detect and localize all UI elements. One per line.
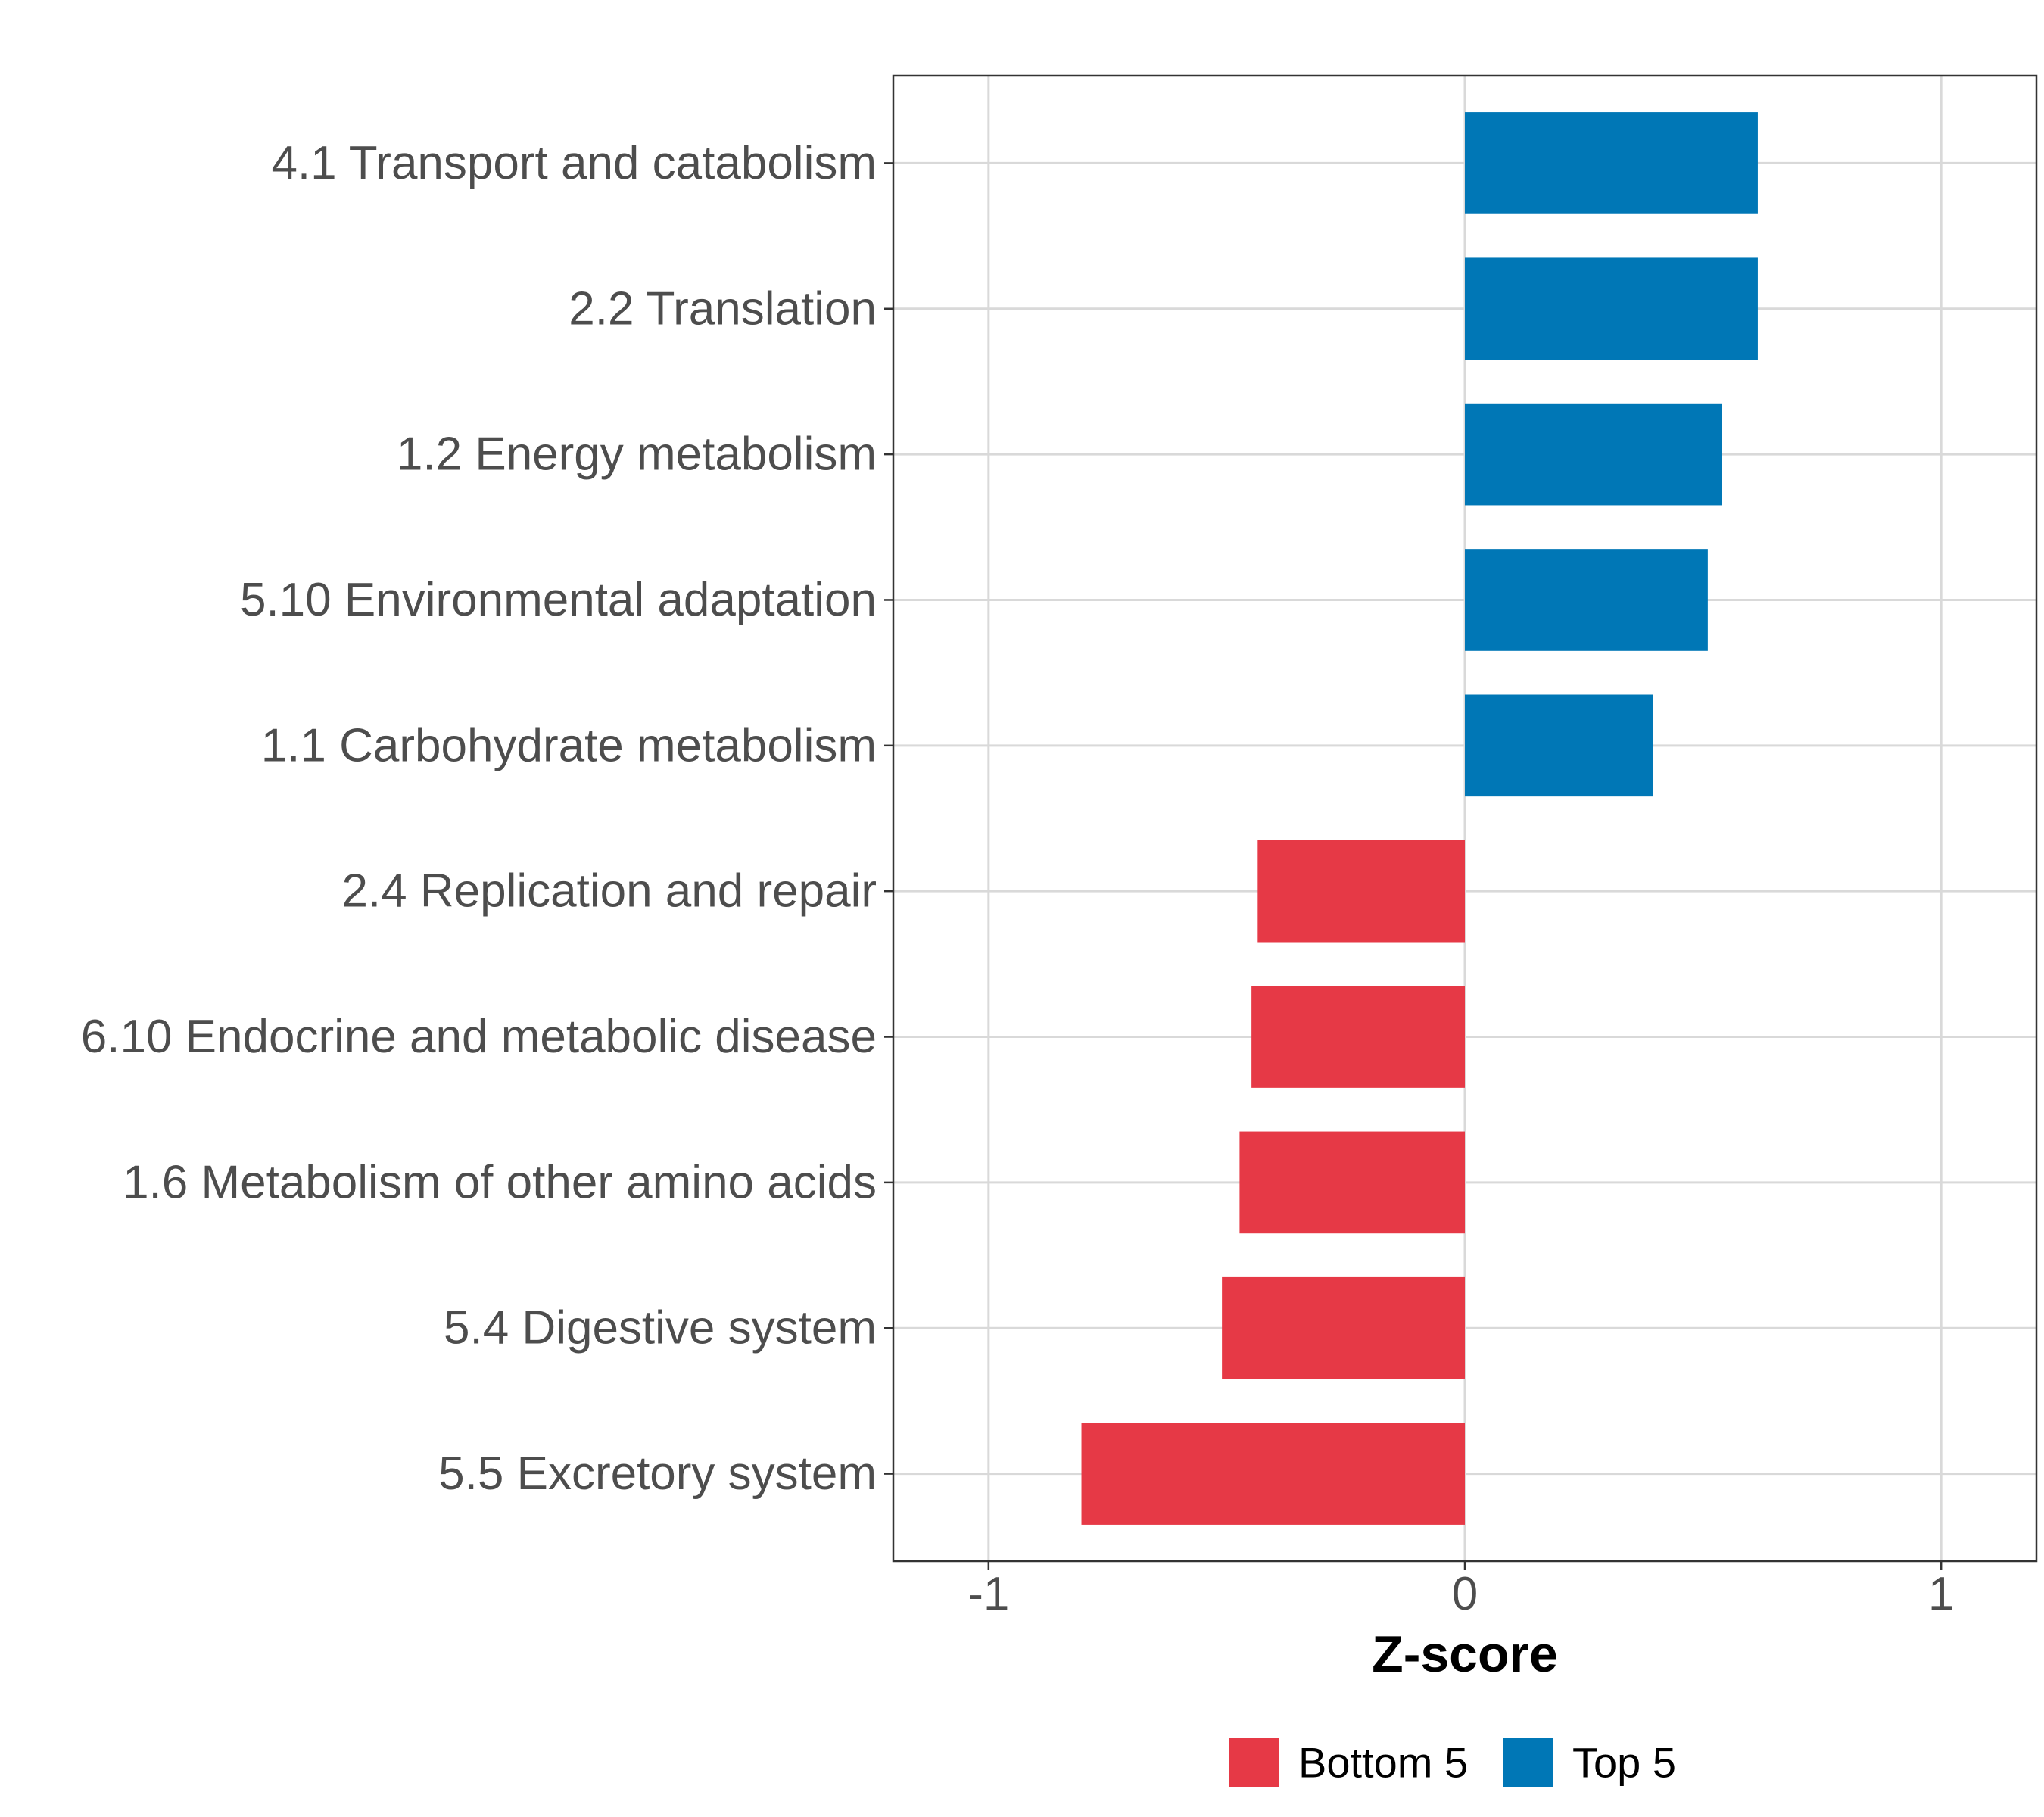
category-label: 5.4 Digestive system xyxy=(444,1302,877,1354)
x-tick-label: -1 xyxy=(967,1568,1009,1620)
x-tick-label: 1 xyxy=(1928,1568,1954,1620)
category-label: 4.1 Transport and catabolism xyxy=(271,137,877,189)
category-label: 1.2 Energy metabolism xyxy=(397,429,877,481)
legend-key-top-5 xyxy=(1503,1738,1553,1787)
legend: Bottom 5 Top 5 xyxy=(1229,1738,1676,1787)
category-label: 5.5 Excretory system xyxy=(438,1448,877,1500)
bar-bottom-10 xyxy=(1081,1423,1465,1525)
x-axis-title: Z-score xyxy=(1372,1625,1558,1683)
category-label: 6.10 Endocrine and metabolic disease xyxy=(81,1011,877,1063)
y-axis-ticks: 4.1 Transport and catabolism 2.2 Translat… xyxy=(81,137,893,1500)
bar-bottom-9 xyxy=(1222,1276,1465,1379)
bar-bottom-6 xyxy=(1257,840,1465,943)
bar-top-3 xyxy=(1465,403,1722,506)
category-label: 2.2 Translation xyxy=(569,282,877,335)
category-label: 2.4 Replication and repair xyxy=(341,865,877,918)
legend-label: Bottom 5 xyxy=(1298,1739,1468,1787)
bar-top-4 xyxy=(1465,549,1708,651)
category-label: 1.6 Metabolism of other amino acids xyxy=(123,1156,877,1208)
x-tick-label: 0 xyxy=(1452,1568,1478,1620)
bar-top-1 xyxy=(1465,112,1758,214)
legend-key-bottom-5 xyxy=(1229,1738,1279,1787)
category-label: 5.10 Environmental adaptation xyxy=(240,574,877,626)
bar-bottom-7 xyxy=(1251,986,1465,1088)
bar-top-5 xyxy=(1465,694,1653,797)
bar-top-2 xyxy=(1465,257,1758,360)
legend-label: Top 5 xyxy=(1572,1739,1676,1787)
x-axis-ticks: -1 0 1 xyxy=(967,1561,1954,1620)
bars xyxy=(1081,112,1758,1525)
category-label: 1.1 Carbohydrate metabolism xyxy=(261,719,877,771)
bar-bottom-8 xyxy=(1239,1131,1465,1234)
